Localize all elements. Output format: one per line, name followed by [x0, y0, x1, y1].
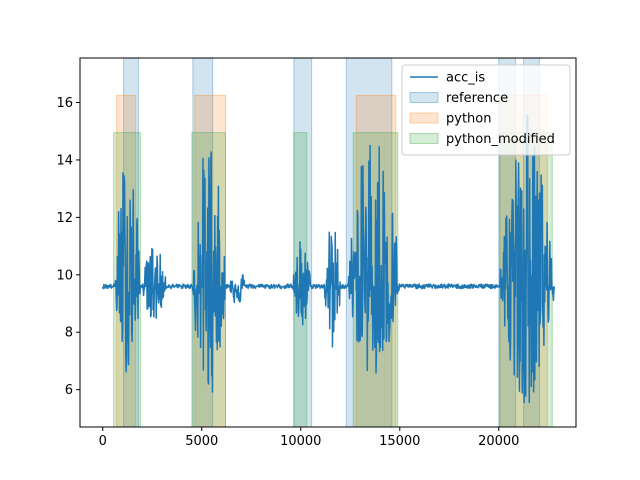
legend-label-python: python	[446, 112, 491, 127]
x-tick-label-20000: 20000	[478, 434, 519, 449]
legend-swatch-reference	[409, 92, 439, 103]
legend: acc_is reference python python_modified	[401, 64, 571, 156]
legend-swatch-python	[409, 112, 439, 124]
x-tick-label-5000: 5000	[185, 434, 218, 449]
y-tick-label-6: 6	[65, 383, 73, 398]
x-tick-label-0: 0	[99, 434, 107, 449]
y-tick-label-16: 16	[56, 96, 73, 111]
legend-box	[401, 64, 571, 156]
legend-label-reference: reference	[446, 91, 508, 106]
plot-frame	[79, 57, 577, 428]
x-tick-label-10000: 10000	[280, 434, 321, 449]
x-tick-label-15000: 15000	[379, 434, 420, 449]
y-tick-label-12: 12	[56, 211, 73, 226]
line-layer	[102, 114, 555, 404]
series-line-acc_is	[102, 114, 555, 404]
y-tick-label-14: 14	[56, 153, 73, 168]
y-tick-label-8: 8	[65, 326, 73, 341]
legend-swatch-python_modified	[409, 133, 439, 144]
legend-label-acc_is: acc_is	[446, 71, 485, 86]
y-tick-label-10: 10	[56, 268, 73, 283]
legend-label-python_modified: python_modified	[446, 132, 555, 147]
ticks-layer: 0 5000 10000 15000 20000 6 8 10 12 14 16	[56, 96, 519, 449]
